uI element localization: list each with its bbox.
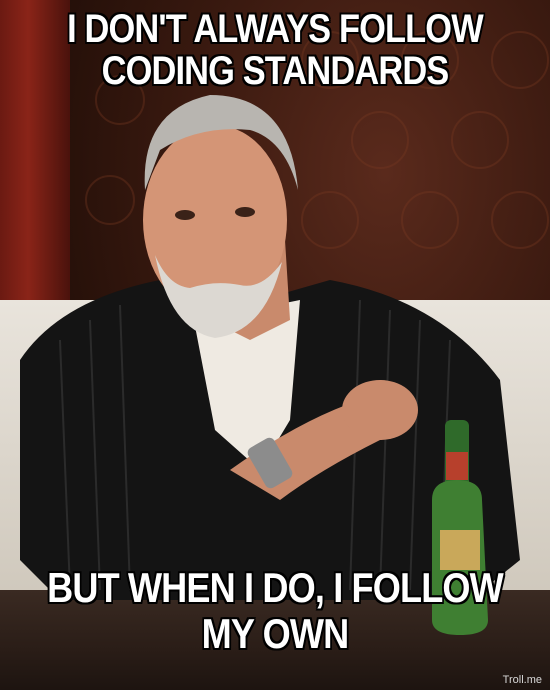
fist [342, 380, 418, 440]
site-watermark: Troll.me [503, 674, 542, 686]
top-caption-line: I DON'T ALWAYS FOLLOW [39, 8, 512, 50]
bottom-caption-line: BUT WHEN I DO, I FOLLOW [39, 565, 512, 611]
top-caption-line: CODING STANDARDS [39, 50, 512, 92]
bottom-caption-line: MY OWN [39, 611, 512, 657]
bottom-caption: BUT WHEN I DO, I FOLLOW MY OWN [39, 565, 512, 657]
top-caption: I DON'T ALWAYS FOLLOW CODING STANDARDS [39, 8, 512, 92]
